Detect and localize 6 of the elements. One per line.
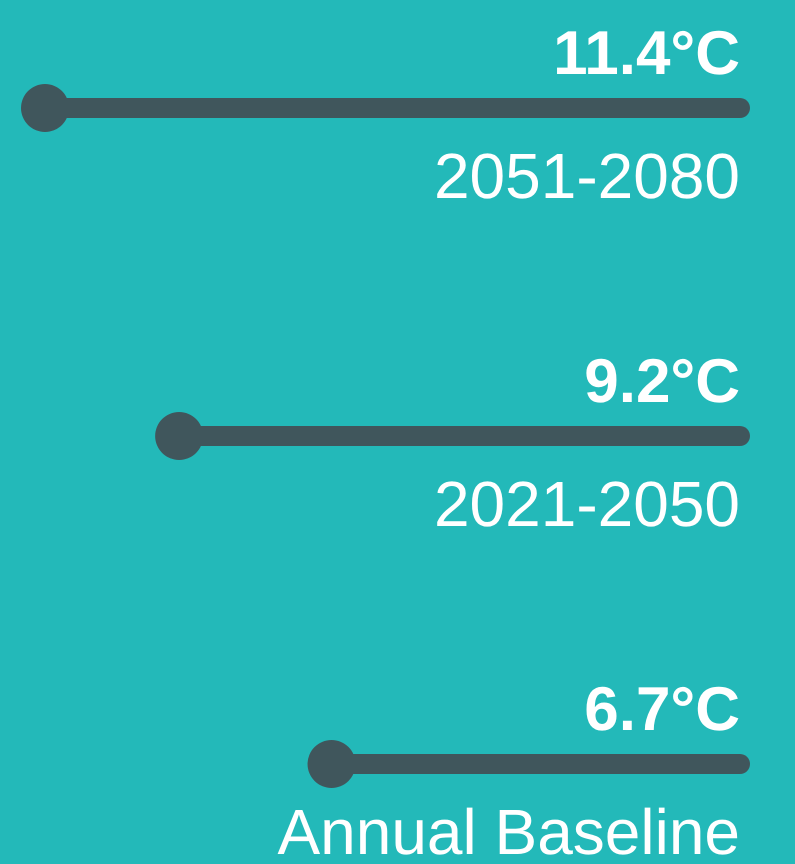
category-label: 2021-2050 <box>434 468 740 540</box>
data-label: 6.7°C <box>584 675 740 744</box>
category-label: Annual Baseline <box>277 796 740 864</box>
data-label: 9.2°C <box>584 347 740 416</box>
data-label: 11.4°C <box>553 19 740 88</box>
category-label: 2051-2080 <box>434 140 740 212</box>
